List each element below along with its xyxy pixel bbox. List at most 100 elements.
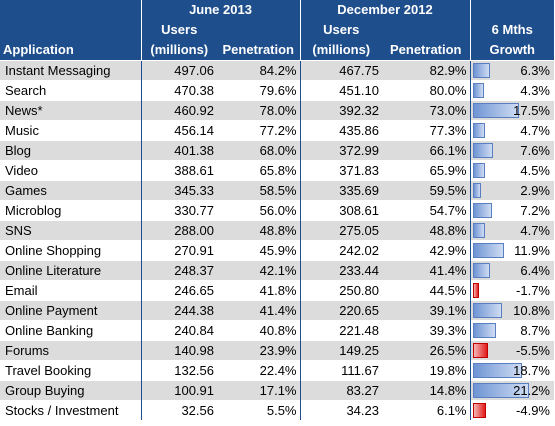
- growth-cell: 7.6%: [469, 140, 554, 161]
- december-penetration-cell: 80.0%: [382, 80, 470, 101]
- december-users-cell: 467.75: [299, 60, 382, 81]
- table-row: Online Literature 248.37 42.1% 233.44 41.4% 6…: [0, 260, 554, 281]
- growth-value: 4.7%: [520, 223, 550, 238]
- growth-bar: [472, 63, 490, 78]
- growth-cell: 4.7%: [469, 120, 554, 141]
- december-users-cell: 392.32: [299, 100, 382, 121]
- december-users-cell: 250.80: [299, 280, 382, 301]
- june-penetration-cell: 22.4%: [217, 360, 300, 381]
- december-penetration-cell: 65.9%: [382, 160, 470, 181]
- table-row: Music 456.14 77.2% 435.86 77.3% 4.7%: [0, 120, 554, 141]
- growth-bar: [472, 203, 492, 218]
- june-penetration-cell: 42.1%: [217, 260, 300, 281]
- december-penetration-cell: 42.9%: [382, 240, 470, 261]
- june-users-cell: 456.14: [140, 120, 217, 141]
- table-row: Forums 140.98 23.9% 149.25 26.5% -5.5%: [0, 340, 554, 361]
- june-users-cell: 100.91: [140, 380, 217, 401]
- application-cell: Search: [0, 80, 141, 101]
- december-penetration-cell: 14.8%: [382, 380, 470, 401]
- june-penetration-cell: 17.1%: [217, 380, 300, 401]
- table-row: Search 470.38 79.6% 451.10 80.0% 4.3%: [0, 80, 554, 101]
- header-blank-pen-june: [217, 20, 300, 40]
- june-users-cell: 246.65: [140, 280, 217, 301]
- june-penetration-cell: 5.5%: [217, 400, 300, 420]
- december-users-cell: 275.05: [299, 220, 382, 241]
- growth-value: 17.5%: [513, 103, 550, 118]
- header-growth-top: 6 Mths: [469, 20, 554, 40]
- june-penetration-cell: 84.2%: [217, 60, 300, 81]
- growth-cell: -5.5%: [469, 340, 554, 361]
- june-users-cell: 401.38: [140, 140, 217, 161]
- application-cell: Forums: [0, 340, 141, 361]
- growth-cell: 7.2%: [469, 200, 554, 221]
- table-row: Group Buying 100.91 17.1% 83.27 14.8% 21.2%: [0, 380, 554, 401]
- growth-bar: [472, 183, 481, 198]
- growth-value: -4.9%: [516, 403, 550, 418]
- june-users-cell: 248.37: [140, 260, 217, 281]
- june-users-cell: 240.84: [140, 320, 217, 341]
- growth-value: 10.8%: [513, 303, 550, 318]
- december-users-cell: 435.86: [299, 120, 382, 141]
- growth-value: 6.4%: [520, 263, 550, 278]
- header-group-june-2013: June 2013: [140, 0, 300, 20]
- growth-cell: 4.7%: [469, 220, 554, 241]
- december-penetration-cell: 39.3%: [382, 320, 470, 341]
- june-users-cell: 244.38: [140, 300, 217, 321]
- december-penetration-cell: 54.7%: [382, 200, 470, 221]
- growth-value: 2.9%: [520, 183, 550, 198]
- growth-cell: 10.8%: [469, 300, 554, 321]
- table-row: Microblog 330.77 56.0% 308.61 54.7% 7.2%: [0, 200, 554, 221]
- december-penetration-cell: 41.4%: [382, 260, 470, 281]
- growth-bar: [472, 323, 496, 338]
- application-cell: SNS: [0, 220, 141, 241]
- june-users-cell: 140.98: [140, 340, 217, 361]
- application-cell: Games: [0, 180, 141, 201]
- june-penetration-cell: 79.6%: [217, 80, 300, 101]
- growth-cell: -4.9%: [469, 400, 554, 420]
- header-group-december-2012: December 2012: [299, 0, 470, 20]
- table-row: Online Shopping 270.91 45.9% 242.02 42.9% 11.…: [0, 240, 554, 261]
- growth-value: 7.6%: [520, 143, 550, 158]
- growth-value: 18.7%: [513, 363, 550, 378]
- growth-cell: 2.9%: [469, 180, 554, 201]
- application-cell: Instant Messaging: [0, 60, 141, 81]
- application-cell: Stocks / Investment: [0, 400, 141, 420]
- growth-bar: [472, 223, 485, 238]
- application-cell: Group Buying: [0, 380, 141, 401]
- december-users-cell: 335.69: [299, 180, 382, 201]
- table-header: June 2013 December 2012 Users Users 6 Mt…: [0, 0, 554, 61]
- application-cell: Online Banking: [0, 320, 141, 341]
- growth-bar: [472, 103, 519, 118]
- june-penetration-cell: 41.4%: [217, 300, 300, 321]
- growth-value: 4.5%: [520, 163, 550, 178]
- june-users-cell: 497.06: [140, 60, 217, 81]
- application-cell: Online Literature: [0, 260, 141, 281]
- growth-bar: [472, 263, 490, 278]
- growth-cell: 4.5%: [469, 160, 554, 181]
- december-users-cell: 83.27: [299, 380, 382, 401]
- june-penetration-cell: 58.5%: [217, 180, 300, 201]
- header-blank-pen-december: [382, 20, 470, 40]
- application-cell: Email: [0, 280, 141, 301]
- table-body: Instant Messaging 497.06 84.2% 467.75 82.9% 6…: [0, 60, 554, 420]
- june-penetration-cell: 23.9%: [217, 340, 300, 361]
- growth-cell: 18.7%: [469, 360, 554, 381]
- application-cell: News*: [0, 100, 141, 121]
- table-row: News* 460.92 78.0% 392.32 73.0% 17.5%: [0, 100, 554, 121]
- header-millions-june: (millions): [140, 40, 217, 61]
- table-row: Email 246.65 41.8% 250.80 44.5% -1.7%: [0, 280, 554, 301]
- december-users-cell: 372.99: [299, 140, 382, 161]
- december-penetration-cell: 26.5%: [382, 340, 470, 361]
- december-users-cell: 221.48: [299, 320, 382, 341]
- june-users-cell: 32.56: [140, 400, 217, 420]
- application-cell: Online Payment: [0, 300, 141, 321]
- december-users-cell: 220.65: [299, 300, 382, 321]
- december-penetration-cell: 6.1%: [382, 400, 470, 420]
- growth-value: 7.2%: [520, 203, 550, 218]
- june-penetration-cell: 65.8%: [217, 160, 300, 181]
- june-users-cell: 288.00: [140, 220, 217, 241]
- december-penetration-cell: 77.3%: [382, 120, 470, 141]
- december-penetration-cell: 19.8%: [382, 360, 470, 381]
- december-users-cell: 233.44: [299, 260, 382, 281]
- december-users-cell: 242.02: [299, 240, 382, 261]
